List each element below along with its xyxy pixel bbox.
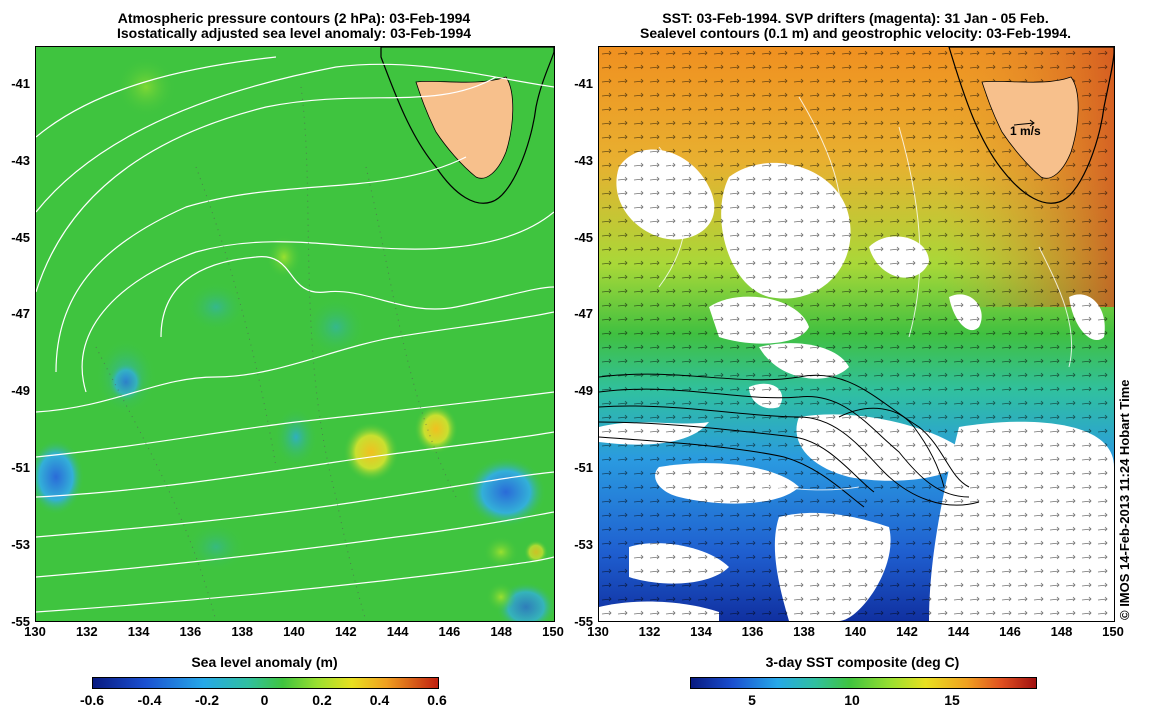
- y-tick-label: -43: [574, 152, 593, 168]
- velocity-scale-arrow: [1013, 119, 1035, 127]
- right-title-line1: SST: 03-Feb-1994. SVP drifters (magenta)…: [662, 10, 1049, 26]
- x-tick-label: 140: [844, 624, 867, 639]
- x-tick-label: 134: [690, 624, 712, 639]
- left-title-line1: Atmospheric pressure contours (2 hPa): 0…: [117, 10, 471, 26]
- colorbar-tick-label: 0.2: [312, 692, 332, 708]
- y-tick-label: -47: [574, 306, 593, 322]
- x-tick-label: 130: [587, 624, 609, 639]
- x-tick-label: 144: [386, 624, 409, 639]
- colorbar-tick-label: -0.2: [194, 692, 220, 708]
- x-tick-label: 136: [179, 624, 202, 639]
- y-tick-label: -43: [11, 152, 30, 168]
- x-tick-label: 148: [1050, 624, 1073, 639]
- colorbar-tick-label: 10: [844, 692, 860, 708]
- y-tick-label: -53: [11, 536, 30, 552]
- x-tick-label: 138: [793, 624, 815, 639]
- x-tick-label: 136: [741, 624, 764, 639]
- x-tick-label: 146: [438, 624, 461, 639]
- sea-level-anomaly-map: [35, 46, 555, 622]
- x-tick-label: 144: [947, 624, 970, 639]
- x-tick-label: 142: [896, 624, 918, 639]
- y-tick-label: -41: [11, 76, 30, 91]
- colorbar-tick-label: 0.6: [427, 692, 447, 708]
- x-tick-label: 140: [283, 624, 305, 639]
- x-tick-label: 150: [1102, 624, 1124, 639]
- x-tick-label: 132: [75, 624, 98, 639]
- y-tick-label: -51: [11, 460, 30, 475]
- colorbar-tick-label: 15: [944, 692, 960, 708]
- y-tick-label: -47: [11, 306, 30, 322]
- y-tick-label: -41: [574, 76, 593, 91]
- sst-map: [598, 46, 1115, 622]
- velocity-scale-label: 1 m/s: [1010, 124, 1041, 138]
- y-tick-label: -51: [574, 460, 593, 475]
- y-tick-label: -45: [11, 229, 30, 245]
- x-tick-label: 142: [334, 624, 357, 639]
- colorbar-tick-label: 0: [260, 692, 269, 708]
- x-tick-label: 134: [127, 624, 150, 639]
- x-tick-label: 138: [231, 624, 254, 639]
- y-tick-label: -49: [11, 383, 30, 399]
- colorbar-tick-label: -0.6: [79, 692, 105, 708]
- x-tick-label: 146: [999, 624, 1021, 639]
- x-tick-label: 130: [24, 624, 46, 639]
- sst-svg: [599, 47, 1114, 621]
- left-title-line2: Isostatically adjusted sea level anomaly…: [116, 25, 472, 41]
- left-colorbar-title: Sea level anomaly (m): [191, 654, 338, 670]
- colorbar-tick-label: 0.4: [369, 692, 390, 708]
- x-tick-label: 150: [542, 624, 564, 639]
- colorbar-tick-label: -0.4: [137, 692, 162, 708]
- y-tick-label: -45: [574, 229, 593, 245]
- x-tick-label: 132: [638, 624, 661, 639]
- credit-text: © IMOS 14-Feb-2013 11:24 Hobart Time: [1117, 379, 1132, 620]
- y-tick-label: -55: [11, 613, 30, 629]
- y-tick-label: -53: [574, 536, 593, 552]
- colorbar-tick-label: 5: [748, 692, 756, 708]
- x-tick-label: 148: [490, 624, 513, 639]
- right-colorbar: [690, 677, 1037, 689]
- right-colorbar-title: 3-day SST composite (deg C): [765, 654, 960, 670]
- right-title-line2: Sealevel contours (0.1 m) and geostrophi…: [639, 25, 1072, 41]
- y-tick-label: -55: [574, 613, 593, 629]
- left-colorbar: [92, 677, 439, 689]
- y-tick-label: -49: [574, 383, 593, 399]
- sea-level-anomaly-svg: [36, 47, 554, 621]
